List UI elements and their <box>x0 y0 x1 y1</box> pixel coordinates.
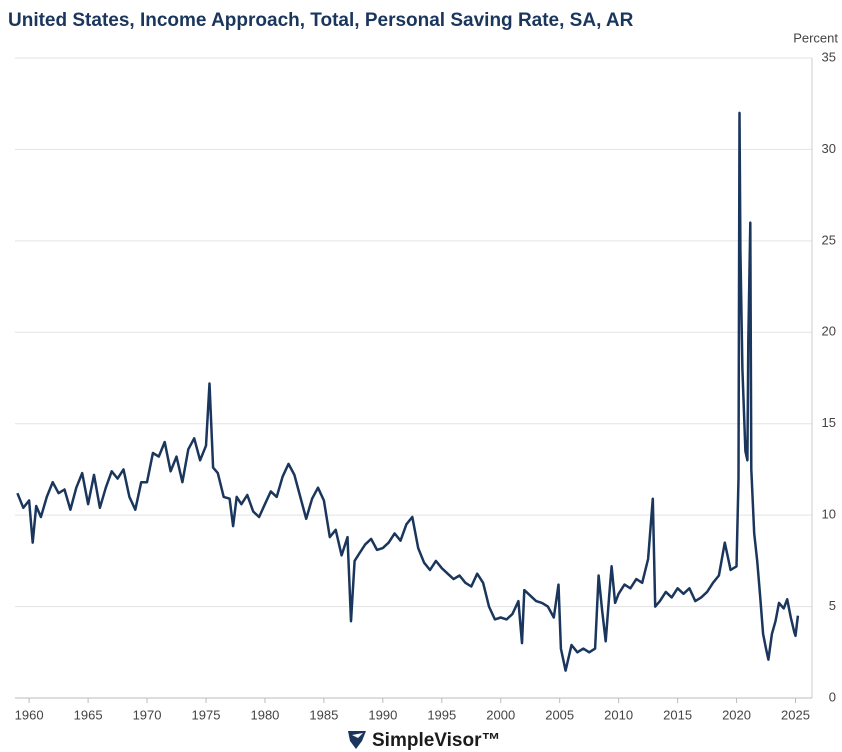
x-tick-label: 1965 <box>74 707 103 722</box>
y-tick-label: 30 <box>822 141 836 156</box>
x-tick-label: 2020 <box>722 707 751 722</box>
y-tick-label: 0 <box>829 689 836 704</box>
y-tick-label: 35 <box>822 49 836 64</box>
brand-name: SimpleVisor™ <box>372 730 500 751</box>
brand-logo: SimpleVisor™ <box>348 730 500 751</box>
x-tick-label: 1980 <box>250 707 279 722</box>
x-tick-label: 1975 <box>192 707 221 722</box>
chart-title: United States, Income Approach, Total, P… <box>8 10 634 31</box>
y-tick-label: 15 <box>822 415 836 430</box>
x-tick-label: 1990 <box>368 707 397 722</box>
x-tick-label: 2005 <box>545 707 574 722</box>
logo-icon <box>348 731 366 749</box>
y-tick-label: 25 <box>822 232 836 247</box>
x-tick-label: 2000 <box>486 707 515 722</box>
y-tick-label: 20 <box>822 324 836 339</box>
x-tick-label: 1970 <box>133 707 162 722</box>
x-tick-label: 2025 <box>781 707 810 722</box>
y-tick-label: 10 <box>822 507 836 522</box>
x-tick-label: 1960 <box>15 707 44 722</box>
x-tick-label: 1985 <box>309 707 338 722</box>
x-tick-label: 1995 <box>427 707 456 722</box>
logo-icon-detail <box>352 733 363 738</box>
y-axis-label: Percent <box>793 30 838 45</box>
data-line <box>16 111 800 672</box>
x-tick-label: 2015 <box>663 707 692 722</box>
y-tick-label: 5 <box>829 598 836 613</box>
x-tick-label: 2010 <box>604 707 633 722</box>
